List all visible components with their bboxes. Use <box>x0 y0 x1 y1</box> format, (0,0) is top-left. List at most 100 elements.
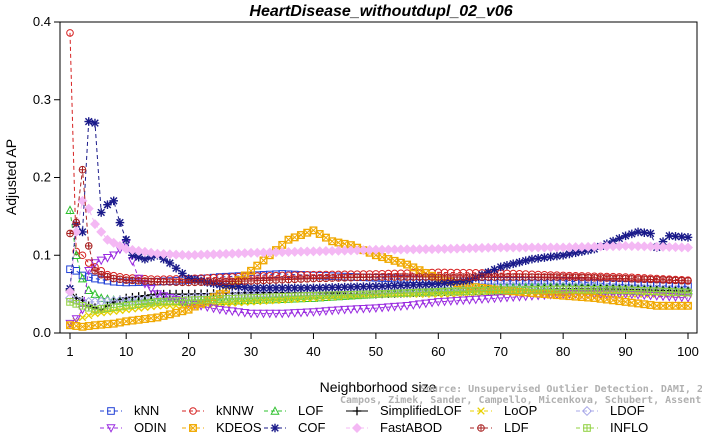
x-tick-label: 20 <box>181 344 195 359</box>
point-ldf <box>515 273 524 281</box>
x-tick-label: 80 <box>556 344 570 359</box>
point-odin <box>90 259 100 268</box>
x-axis: 1 10 20 30 40 50 60 70 80 90 100 <box>66 333 699 359</box>
point-ldf <box>134 276 143 285</box>
point-fastabod <box>146 247 157 258</box>
point-odin <box>233 308 244 317</box>
point-ldf <box>172 278 180 286</box>
point-odin <box>102 254 113 263</box>
point-ldf <box>446 273 455 281</box>
point-odin <box>271 309 281 319</box>
legend-item-ldf: LDF <box>470 420 529 434</box>
point-ldf <box>478 273 486 281</box>
x-tick-label: 30 <box>244 344 258 359</box>
point-cof <box>533 254 543 263</box>
y-tick-label: 0.1 <box>33 247 51 262</box>
point-kdeos <box>253 261 262 270</box>
point-odin <box>240 308 250 318</box>
series-line-ldf <box>69 169 689 284</box>
point-cof <box>627 229 637 239</box>
point-ldf <box>97 270 106 279</box>
point-loop <box>122 305 130 314</box>
point-odin <box>377 303 387 313</box>
point-loop <box>97 309 105 317</box>
point-cof <box>103 200 112 210</box>
point-ldf <box>503 273 511 281</box>
point-odin <box>109 251 119 261</box>
point-ldf <box>640 275 649 284</box>
point-loop <box>222 299 230 308</box>
point-cof <box>352 282 362 292</box>
point-odin <box>252 309 262 319</box>
point-ldf <box>240 277 249 285</box>
point-ldf <box>153 277 162 286</box>
point-ldf <box>565 273 574 281</box>
legend-label: INFLO <box>610 420 648 434</box>
point-odin <box>489 294 500 304</box>
point-cof <box>683 233 693 242</box>
point-fastabod <box>102 234 113 245</box>
series-ldf <box>66 165 692 287</box>
point-ldf <box>490 273 499 281</box>
point-odin <box>159 292 169 301</box>
point-odin <box>371 304 381 313</box>
point-lof <box>65 205 75 214</box>
point-ldf <box>315 274 324 283</box>
point-kdeos <box>684 301 692 310</box>
point-odin <box>296 308 306 318</box>
point-odin <box>471 295 481 305</box>
point-ldf <box>434 273 443 281</box>
point-odin <box>327 306 337 316</box>
point-ldf <box>116 275 124 284</box>
point-cof <box>109 196 118 206</box>
point-odin <box>221 306 231 316</box>
point-loop <box>159 302 168 310</box>
point-ldf <box>603 274 611 282</box>
point-cof <box>171 263 181 273</box>
point-cof <box>640 228 649 238</box>
point-cof <box>546 252 555 262</box>
point-knn <box>72 267 81 275</box>
point-ldf <box>353 273 361 282</box>
point-ldf <box>84 242 93 250</box>
point-ldf <box>284 275 293 284</box>
point-odin <box>215 305 225 315</box>
point-ldf <box>453 273 461 281</box>
point-odin <box>227 307 237 317</box>
point-fastabod <box>114 240 125 251</box>
point-ldf <box>109 274 118 283</box>
point-ldf <box>628 275 636 283</box>
legend-marker-cof <box>270 423 280 433</box>
legend-item-simplifiedlof: SimplifiedLOF <box>346 403 462 418</box>
point-ldf <box>409 273 418 281</box>
y-axis-label: Adjusted AP <box>3 139 19 215</box>
point-odin <box>315 307 325 317</box>
point-ldf <box>191 278 199 287</box>
point-ldf <box>278 275 287 284</box>
point-odin <box>433 298 443 307</box>
point-ldf <box>122 276 130 284</box>
point-kdeos <box>115 318 124 327</box>
point-fastabod <box>682 242 694 253</box>
point-ldf <box>72 218 81 227</box>
legend-marker-ldof <box>581 405 593 417</box>
point-cof <box>621 231 630 241</box>
point-ldf <box>359 273 368 282</box>
point-fastabod <box>158 248 169 260</box>
point-ldf <box>222 277 230 286</box>
point-cof <box>434 279 443 289</box>
point-loop <box>141 303 149 312</box>
point-odin <box>496 294 506 303</box>
legend-marker-simplifiedlof <box>352 406 362 416</box>
point-odin <box>402 301 412 311</box>
series-line-odin <box>69 242 689 325</box>
point-ldf <box>540 273 549 281</box>
point-odin <box>446 297 456 306</box>
point-lof <box>290 293 300 303</box>
legend-label: COF <box>298 420 326 434</box>
point-ldf <box>378 273 386 281</box>
legend-marker-knn <box>107 407 115 415</box>
legend-label: kNN <box>134 403 159 418</box>
point-ldf <box>184 278 193 287</box>
point-ldf <box>147 277 155 286</box>
